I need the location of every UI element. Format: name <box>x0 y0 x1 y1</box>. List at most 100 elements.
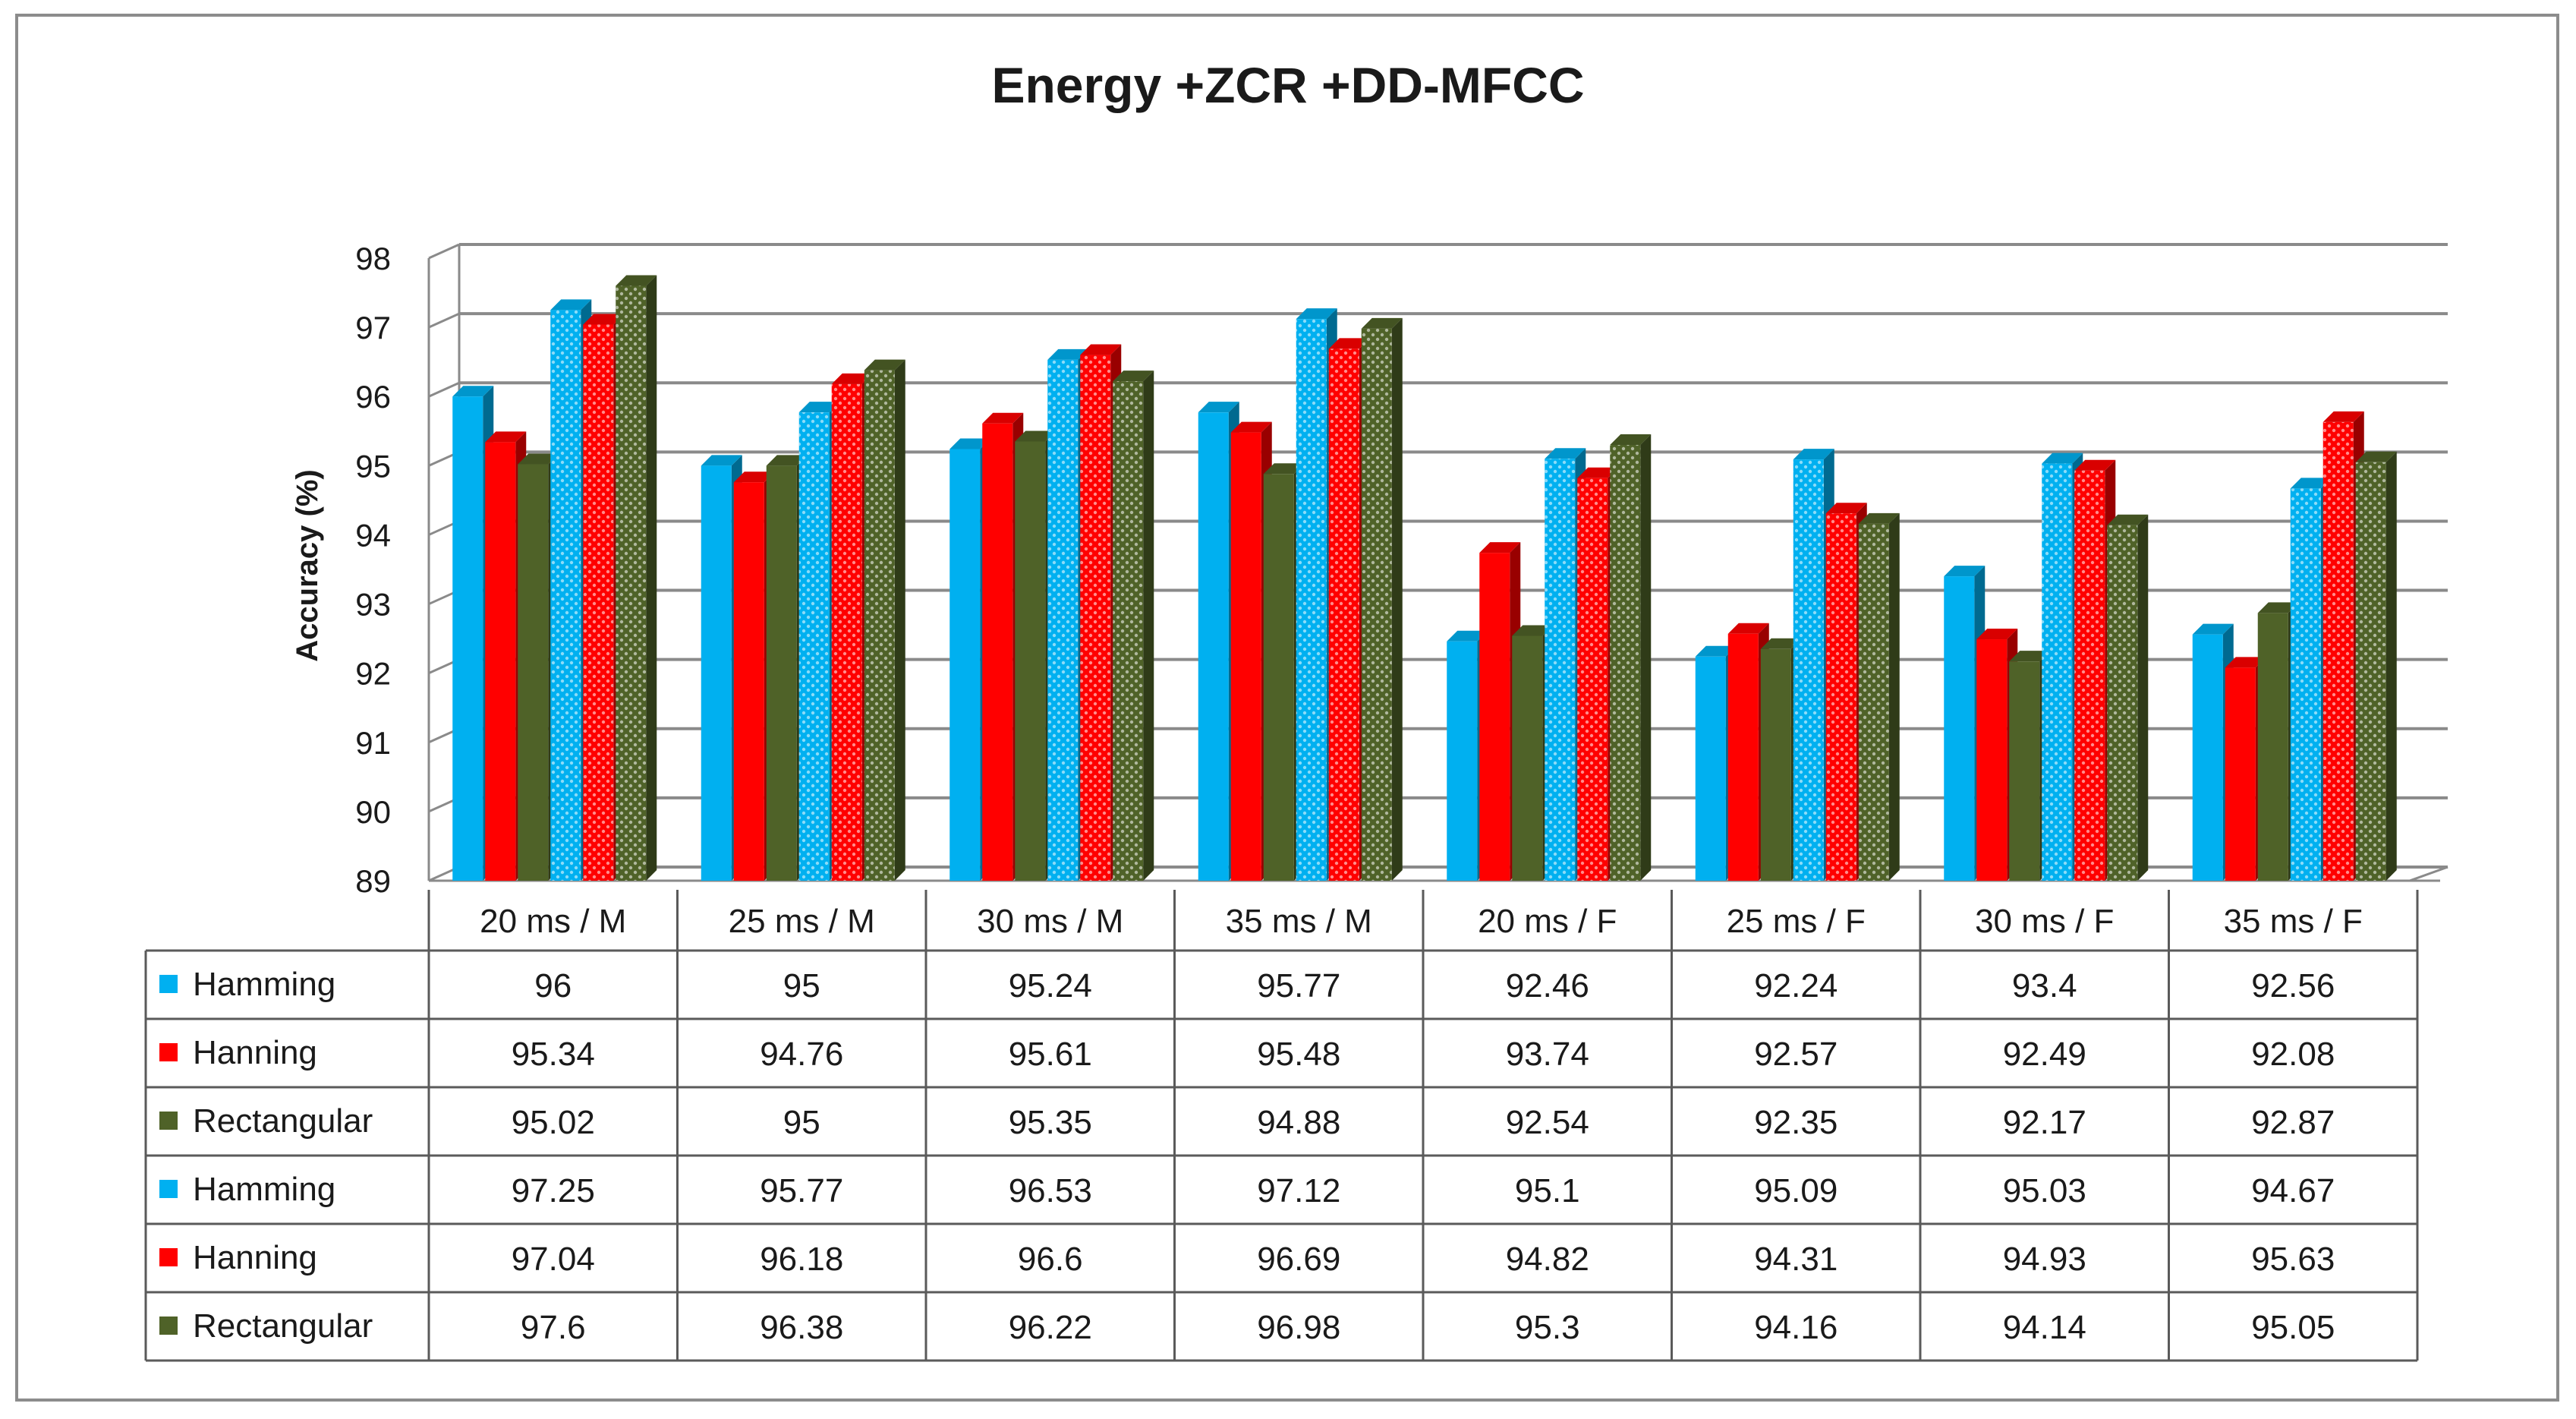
y-axis-label: Accuracy (%) <box>291 469 324 661</box>
bar-front <box>1479 553 1510 881</box>
bar-front <box>485 442 516 881</box>
y-ticks: 98 97 96 95 94 93 92 91 90 89 <box>355 241 391 899</box>
data-label: 96.22 <box>1009 1309 1092 1346</box>
bar-top <box>2042 453 2083 464</box>
data-label: 97.6 <box>521 1309 586 1346</box>
bar-top <box>616 275 657 286</box>
data-label: 95.48 <box>1257 1036 1340 1073</box>
bar-pattern <box>1080 355 1111 881</box>
data-label: 95.03 <box>2003 1172 2086 1209</box>
bar-top <box>864 359 905 371</box>
bar-top <box>1545 448 1586 459</box>
bar-top <box>2355 451 2397 462</box>
data-label: 92.57 <box>1754 1036 1838 1073</box>
data-label: 94.16 <box>1754 1309 1838 1346</box>
bar-top <box>798 402 840 413</box>
bar-front <box>2009 661 2040 881</box>
category-label: 35 ms / M <box>1226 903 1372 940</box>
data-label: 95.34 <box>512 1036 595 1073</box>
gridline-depth <box>428 243 460 260</box>
bar-top <box>1361 317 1403 329</box>
bar-top <box>2290 478 2332 489</box>
bar-pattern <box>1361 328 1392 881</box>
data-label: 96.6 <box>1018 1241 1083 1278</box>
bar-top <box>1727 623 1769 634</box>
y-tick-label: 91 <box>355 725 391 761</box>
bar-front <box>733 482 764 881</box>
bar-pattern <box>616 285 647 881</box>
bar-pattern <box>1825 513 1856 881</box>
bar-front <box>1727 633 1759 881</box>
data-label: 94.14 <box>2003 1309 2086 1346</box>
bar-pattern <box>798 412 830 881</box>
bar <box>1113 371 1154 881</box>
bar <box>1610 434 1652 881</box>
data-label: 95.05 <box>2251 1309 2335 1346</box>
data-label: 96.69 <box>1257 1241 1340 1278</box>
legend-key <box>159 1043 178 1061</box>
bar-front <box>701 465 732 881</box>
data-label: 93.74 <box>1506 1036 1589 1073</box>
data-label: 92.46 <box>1506 967 1589 1004</box>
bar <box>864 359 905 881</box>
data-label: 94.67 <box>2251 1172 2335 1209</box>
category-label: 25 ms / F <box>1727 903 1866 940</box>
bar-front <box>1976 639 2008 881</box>
bar-side <box>1640 434 1652 881</box>
data-label: 94.93 <box>2003 1241 2086 1278</box>
bar-top <box>982 412 1024 424</box>
category-label: 30 ms / M <box>977 903 1123 940</box>
bar-pattern <box>1545 459 1576 881</box>
bar-top <box>1858 512 1900 524</box>
data-label: 92.54 <box>1506 1104 1589 1141</box>
legend-label: Rectangular <box>193 1102 373 1140</box>
bar-top <box>1015 430 1057 442</box>
gridline-depth <box>428 312 460 329</box>
bar-pattern <box>1113 381 1144 881</box>
bar-pattern <box>831 383 862 881</box>
bar-top <box>1825 503 1867 514</box>
bar-front <box>1447 641 1478 881</box>
bar-side <box>1391 317 1403 881</box>
bar-top <box>1447 630 1488 642</box>
data-label: 96.98 <box>1257 1309 1340 1346</box>
bar-top <box>1944 566 1986 577</box>
y-tick-label: 95 <box>355 448 391 484</box>
data-label: 92.35 <box>1754 1104 1838 1141</box>
bar <box>2107 514 2149 881</box>
data-label: 94.76 <box>760 1036 843 1073</box>
legend-key <box>159 1317 178 1335</box>
data-label: 97.25 <box>512 1172 595 1209</box>
y-tick-label: 97 <box>355 310 391 345</box>
data-table: 20 ms / M 25 ms / M 30 ms / M 35 ms / M 20 m… <box>144 890 2419 1362</box>
bar-side <box>2385 451 2397 881</box>
bar-top <box>2322 411 2364 422</box>
legend-label: Hamming <box>193 966 335 1003</box>
bar-top <box>2192 623 2234 635</box>
data-label: 95 <box>783 967 820 1004</box>
y-tick-label: 96 <box>355 379 391 415</box>
bar-top <box>518 453 559 465</box>
bar <box>2355 451 2397 881</box>
data-label: 92.56 <box>2251 967 2335 1004</box>
bar-top <box>766 455 808 466</box>
data-label: 96.53 <box>1009 1172 1092 1209</box>
bar-top <box>1328 338 1370 349</box>
bar <box>2042 453 2083 881</box>
bar-front <box>982 423 1013 881</box>
legend-key <box>159 1248 178 1266</box>
bar-front <box>1695 656 1726 881</box>
bar-top <box>1080 344 1122 355</box>
data-label: 95.35 <box>1009 1104 1092 1141</box>
floor-depth <box>2409 866 2448 882</box>
bar-pattern <box>2107 525 2138 881</box>
bar-top <box>1479 542 1521 553</box>
bar-top <box>701 455 742 466</box>
legend-key <box>159 975 178 993</box>
bar-side <box>646 275 657 881</box>
bar-front <box>766 465 797 881</box>
bar-top <box>831 373 873 384</box>
bar-top <box>1230 421 1272 433</box>
y-tick-label: 90 <box>355 794 391 830</box>
bar-top <box>1760 638 1802 649</box>
